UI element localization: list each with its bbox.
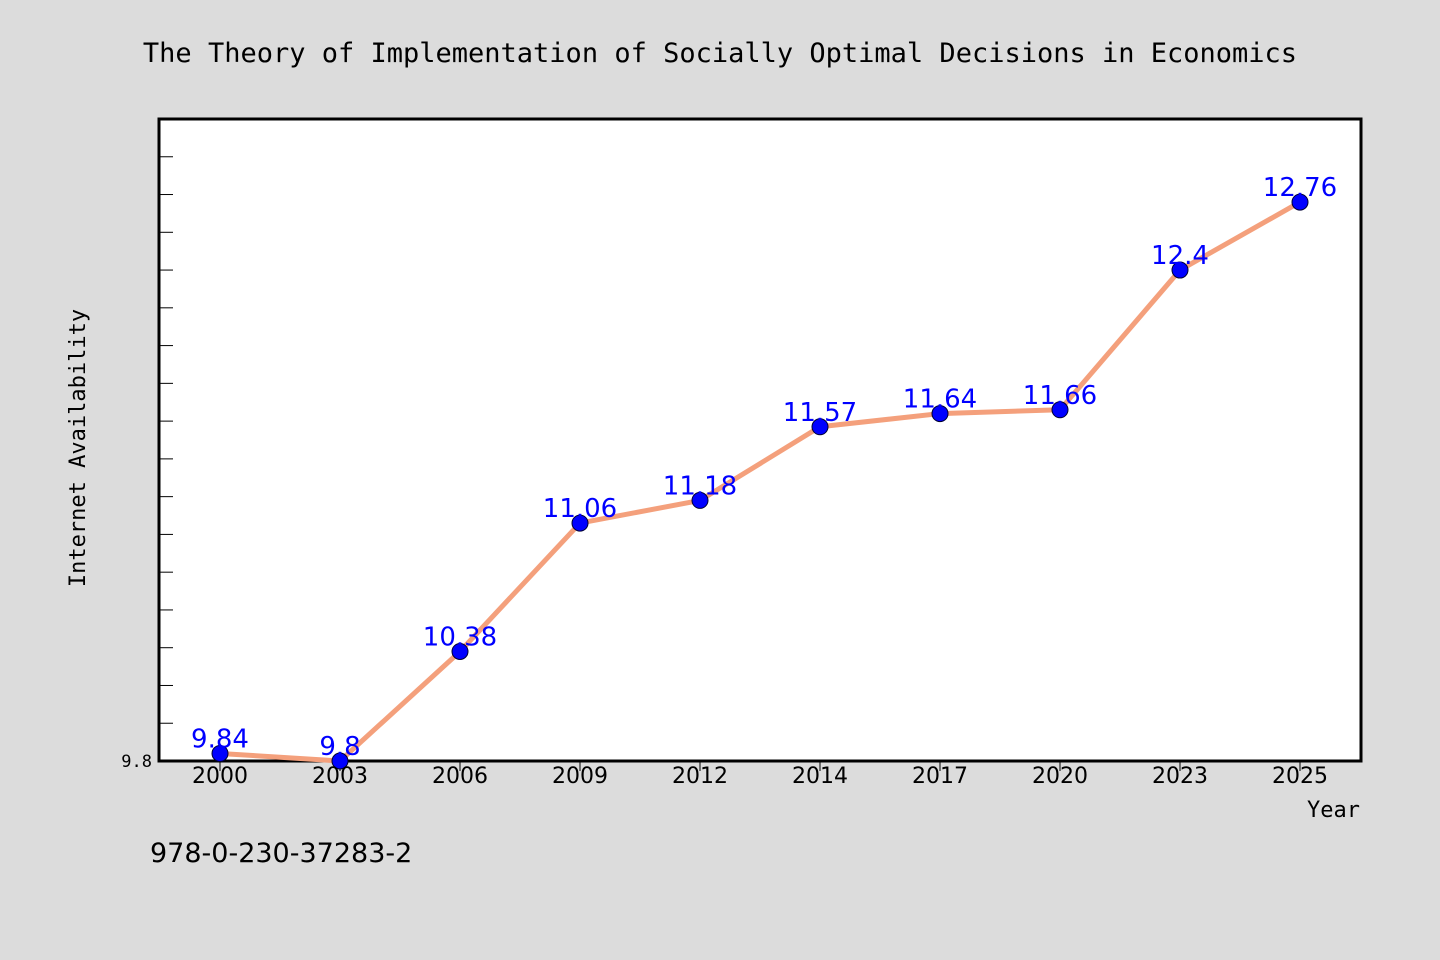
x-tick-label: 2009 [552,764,608,789]
data-point [331,752,349,770]
x-axis-ticks [219,761,1301,771]
chart-title: The Theory of Implementation of Socially… [143,38,1297,69]
x-tick-label: 2000 [192,764,248,789]
x-tick-label: 2003 [312,764,368,789]
data-label: 11.64 [903,385,977,415]
data-point [1171,261,1189,279]
series-line [217,199,1303,764]
data-point [811,418,829,436]
x-tick-label: 2012 [672,764,728,789]
data-label: 11.57 [783,398,857,428]
data-labels: 9.84 9.8 10.38 11.06 11.18 11.57 11.64 11.66 12.… [191,173,1337,762]
data-point [1051,401,1069,419]
data-label: 12.76 [1263,173,1337,203]
data-point [691,491,709,509]
x-tick-label: 2025 [1272,764,1328,789]
data-label: 11.66 [1023,381,1097,411]
data-label: 11.06 [543,494,617,524]
y-tick-labels: 9.8 [121,752,152,772]
data-point [1291,193,1309,211]
data-point [211,744,229,762]
x-tick-label: 2023 [1152,764,1208,789]
data-label: 10.38 [423,622,497,652]
data-point [571,514,589,532]
x-axis-label: Year [1307,798,1360,823]
y-axis-ticks [159,118,173,762]
x-tick-label: 2014 [792,764,848,789]
plot-area [157,117,1363,763]
x-tick-label: 2020 [1032,764,1088,789]
x-tick-label: 2006 [432,764,488,789]
data-label: 11.18 [663,471,737,501]
x-tick-labels: 2000 2003 2006 2009 2012 2014 2017 2020 2023 2025 [192,764,1328,789]
y-axis-label: Internet Availability [66,309,91,587]
data-markers [211,193,1309,770]
data-label: 9.8 [319,732,360,762]
data-point [931,405,949,423]
data-label: 9.84 [191,724,249,754]
x-tick-label: 2017 [912,764,968,789]
y-tick-label: 9.8 [121,752,152,772]
isbn-text: 978-0-230-37283-2 [150,838,412,869]
data-label: 12.4 [1151,241,1209,271]
data-point [451,642,469,660]
